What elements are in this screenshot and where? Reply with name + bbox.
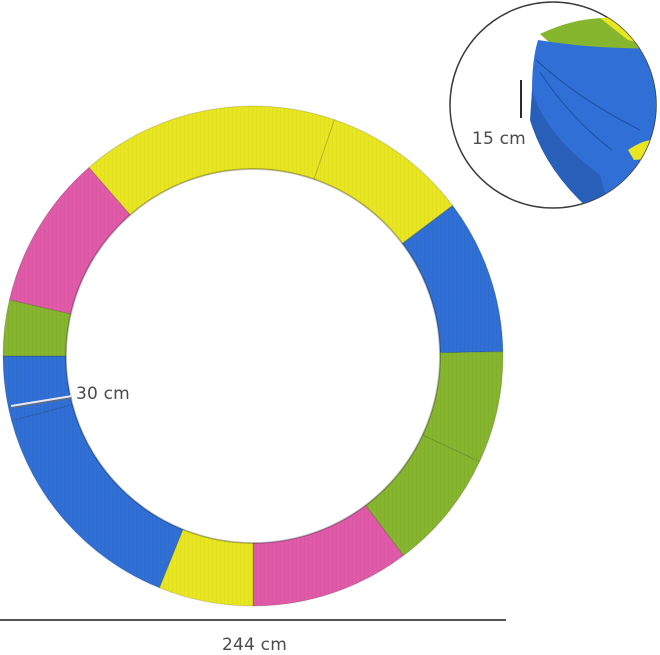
width-indicator-line-shadow <box>10 397 73 409</box>
pad-inner-edge <box>65 168 441 544</box>
width-indicator-line <box>10 395 73 407</box>
diameter-label: 244 cm <box>222 635 287 655</box>
pad-segment-texture <box>253 505 404 606</box>
width-label: 30 cm <box>76 384 130 404</box>
pad-segment-texture <box>3 299 71 356</box>
pad-segment-texture <box>88 106 335 215</box>
pad-ring <box>2 105 504 607</box>
detail-side-band <box>530 90 610 208</box>
detail-blue-body <box>531 40 656 208</box>
pad-segment-texture <box>313 119 453 244</box>
pad-segment-texture <box>365 435 480 556</box>
detail-inset <box>449 1 657 209</box>
pad-segment-texture <box>11 404 183 588</box>
pad-segment-texture <box>402 205 503 353</box>
pad-segment-texture <box>159 529 253 606</box>
pad-segment-texture <box>9 167 131 314</box>
pad-segment-texture <box>422 351 503 462</box>
height-label: 15 cm <box>472 129 526 149</box>
